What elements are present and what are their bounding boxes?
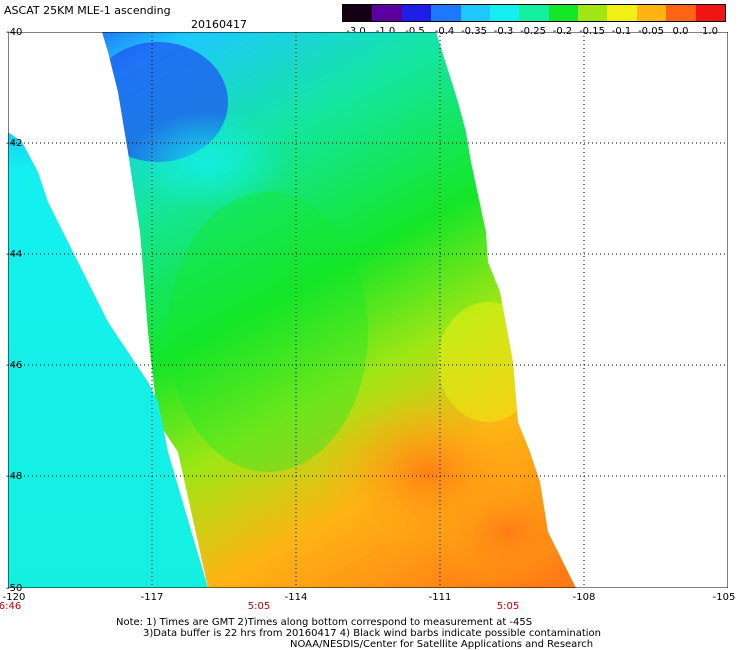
map-date: 20160417 [191,18,247,31]
latitude-label: -42 [6,138,23,149]
colorbar-segment [695,5,726,21]
colorbar-segment [460,5,491,21]
longitude-label: -120 [2,592,26,603]
time-label-right: 5:05 [496,601,520,612]
colorbar-segment [548,5,579,21]
colorbar-segment [666,5,697,21]
time-label-left: 6:46 [0,601,22,612]
latitude-label: -50 [6,583,23,594]
colorbar-segment [519,5,550,21]
time-label-mid: 5:05 [247,601,271,612]
note-line-1: Note: 1) Times are GMT 2)Times along bot… [116,617,533,628]
latitude-label: -40 [6,27,23,38]
colorbar-segment [431,5,462,21]
note-line-2: 3)Data buffer is 22 hrs from 20160417 4)… [143,628,601,639]
swath-map [8,32,728,588]
colorbar-segment [401,5,432,21]
latitude-label: -48 [6,471,23,482]
longitude-label: -111 [428,592,452,603]
colorbar-segment [607,5,638,21]
latitude-label: -44 [6,249,23,260]
colorbar [342,4,726,22]
colorbar-segment [343,5,373,21]
longitude-label: -117 [140,592,164,603]
longitude-label: -105 [712,592,736,603]
note-line-3: NOAA/NESDIS/Center for Satellite Applica… [290,639,594,650]
map-title: ASCAT 25KM MLE-1 ascending [4,4,171,17]
lat-lon-grid [8,32,728,588]
colorbar-segment [636,5,667,21]
latitude-label: -46 [6,360,23,371]
colorbar-segment [489,5,520,21]
longitude-label: -114 [284,592,308,603]
colorbar-segment [578,5,608,21]
colorbar-segment [372,5,403,21]
longitude-label: -108 [572,592,596,603]
